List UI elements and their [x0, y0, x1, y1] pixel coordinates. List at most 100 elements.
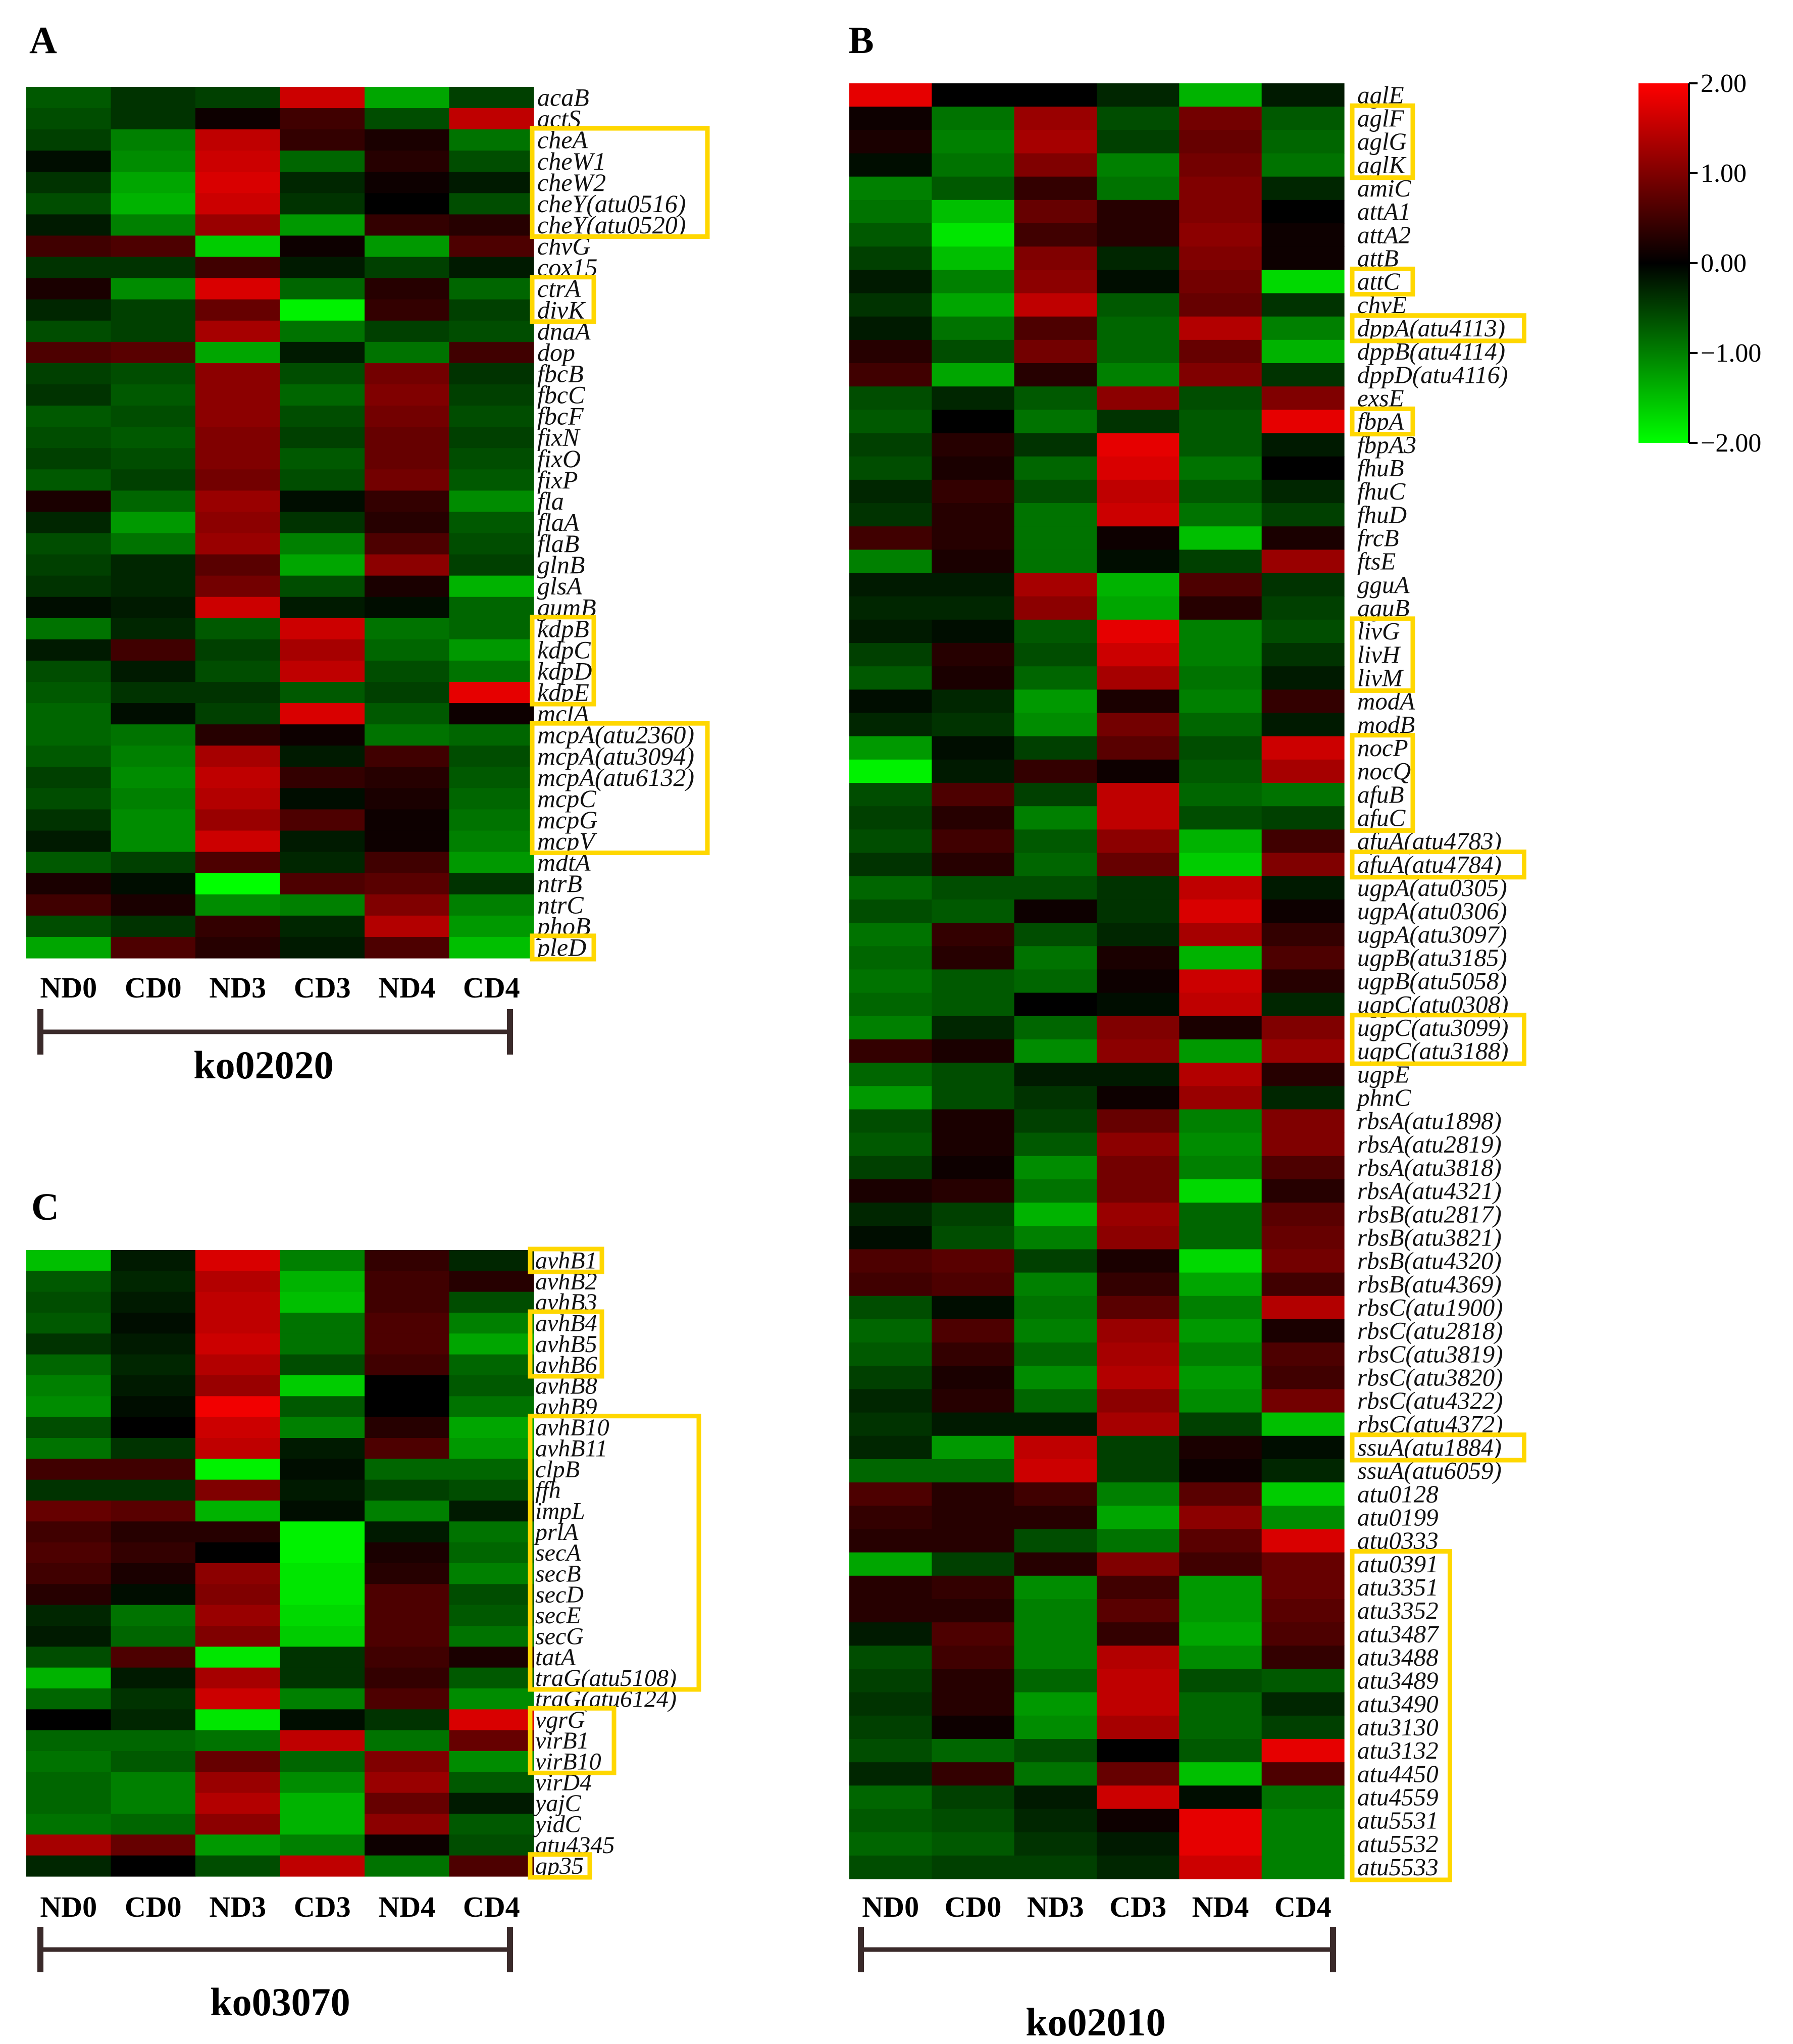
heatmap-cell-secd-nd0: [26, 1584, 112, 1606]
heatmap-cell-mcpg-cd0: [111, 809, 196, 831]
heatmap-cell-chew1-nd4: [365, 151, 450, 172]
heatmap-cell-atu5532-cd0: [932, 1832, 1015, 1856]
heatmap-cell-atu5531-cd0: [932, 1809, 1015, 1833]
heatmap-cell-mcpc-nd0: [26, 788, 112, 810]
heatmap-cell-ggub-nd4: [1179, 596, 1262, 620]
heatmap-cell-rbsa-atu3818-nd0: [849, 1156, 932, 1180]
heatmap-cell-divk-nd0: [26, 299, 112, 321]
heatmap-cell-vgrg-cd4: [449, 1709, 534, 1731]
heatmap-cell-pled-nd4: [365, 936, 450, 959]
heatmap-cell-avhb4-nd3: [195, 1313, 281, 1334]
heatmap-cell-ugpa-atu0305-nd3: [1014, 876, 1097, 900]
heatmap-cell-glsa-nd0: [26, 575, 112, 597]
heatmap-cell-atu3132-nd0: [849, 1738, 932, 1763]
heatmap-cell-atu5533-cd0: [932, 1855, 1015, 1879]
heatmap-cell-ugpc-atu3188-cd3: [1097, 1039, 1180, 1063]
heatmap-cell-virb10-nd3: [195, 1751, 281, 1772]
gene-label-chey-atu0520: cheY(atu0520): [537, 211, 686, 239]
heatmap-cell-rbsc-atu3820-cd0: [932, 1366, 1015, 1390]
highlight-box: [1350, 850, 1526, 880]
highlight-box: [1350, 313, 1526, 343]
heatmap-cell-mcpa-atu3094-cd4: [449, 745, 534, 767]
heatmap-cell-chew2-cd4: [449, 172, 534, 193]
gene-label-rbsa-atu3818: rbsA(atu3818): [1357, 1154, 1502, 1181]
heatmap-cell-glsa-cd4: [449, 575, 534, 597]
heatmap-cell-livg-nd0: [849, 619, 932, 643]
heatmap-cell-rbsc-atu3819-nd4: [1179, 1342, 1262, 1366]
heatmap-cell-flab-cd0: [111, 533, 196, 555]
heatmap-cell-rbsc-atu1900-cd4: [1261, 1295, 1345, 1320]
heatmap-cell-kdpc-nd4: [365, 639, 450, 661]
heatmap-cell-atu3132-cd4: [1261, 1738, 1345, 1763]
heatmap-cell-mcpv-cd4: [449, 830, 534, 853]
colorbar-tick-label: −2.00: [1701, 429, 1761, 458]
heatmap-cell-rbsa-atu2819-nd3: [1014, 1132, 1097, 1157]
heatmap-cell-ntrc-nd4: [365, 894, 450, 916]
heatmap-cell-rbsb-atu4320-cd4: [1261, 1249, 1345, 1273]
heatmap-cell-chey-atu0520-nd0: [26, 214, 112, 236]
heatmap-cell-exse-cd3: [1097, 386, 1180, 410]
gene-label-fixp: fixP: [537, 466, 578, 494]
gene-label-yidc: yidC: [533, 1811, 582, 1838]
colorbar-tick-label: 1.00: [1701, 159, 1747, 188]
gene-label-prla: prlA: [534, 1519, 579, 1546]
gene-label-fbcb: fbcB: [537, 360, 584, 388]
heatmap-cell-glsa-nd3: [195, 575, 281, 597]
heatmap-cell-afuc-nd3: [1014, 806, 1097, 830]
heatmap-cell-mcpv-nd3: [195, 830, 281, 853]
heatmap-cell-fhub-nd4: [1179, 456, 1262, 480]
heatmap-cell-kdpb-nd4: [365, 618, 450, 640]
heatmap-cell-rbsc-atu4322-cd0: [932, 1389, 1015, 1413]
heatmap-cell-rbsc-atu3820-cd4: [1261, 1366, 1345, 1390]
heatmap-cell-atu3488-cd0: [932, 1646, 1015, 1670]
gene-label-nocq: nocQ: [1357, 757, 1411, 785]
heatmap-cell-phob-cd0: [111, 915, 196, 937]
heatmap-cell-afub-cd4: [1261, 783, 1345, 807]
heatmap-cell-modb-cd3: [1097, 713, 1180, 737]
heatmap-cell-atta1-cd4: [1261, 200, 1345, 224]
heatmap-cell-tata-nd3: [195, 1647, 281, 1668]
heatmap-cell-avhb2-cd3: [280, 1271, 365, 1292]
heatmap-cell-chew2-cd3: [280, 172, 365, 193]
heatmap-cell-dnaa-cd0: [111, 320, 196, 342]
gene-label-ftse: ftsE: [1357, 547, 1396, 575]
heatmap-cell-yajc-cd4: [449, 1792, 534, 1814]
gene-label-atta1: attA1: [1357, 197, 1411, 225]
heatmap-cell-prla-nd4: [365, 1521, 450, 1543]
heatmap-cell-kdpc-nd3: [195, 639, 281, 661]
heatmap-cell-mcpg-nd3: [195, 809, 281, 831]
heatmap-cell-chew1-nd0: [26, 151, 112, 172]
gene-label-ugpb-atu3185: ugpB(atu3185): [1357, 944, 1507, 972]
heatmap-cell-livh-nd0: [849, 643, 932, 667]
heatmap-cell-atu3351-cd0: [932, 1575, 1015, 1600]
heatmap-cell-rbsb-atu3821-cd0: [932, 1226, 1015, 1250]
heatmap-cell-atta1-nd0: [849, 200, 932, 224]
heatmap-cell-agle-nd3: [1014, 83, 1097, 107]
heatmap-cell-modb-nd0: [849, 713, 932, 737]
column-label-nd0: ND0: [40, 971, 97, 1004]
heatmap-cell-virb1-nd0: [26, 1730, 112, 1752]
heatmap-cell-pled-cd0: [111, 936, 196, 959]
heatmap-cell-rbsc-atu4322-nd3: [1014, 1389, 1097, 1413]
heatmap-cell-ugpc-atu3099-nd0: [849, 1016, 932, 1040]
heatmap-cell-ugpc-atu3188-nd4: [1179, 1039, 1262, 1063]
heatmap-cell-acab-nd3: [195, 87, 281, 109]
heatmap-cell-fbpa3-cd0: [932, 433, 1015, 457]
heatmap-cell-amic-nd4: [1179, 176, 1262, 201]
heatmap-cell-fhud-cd0: [932, 503, 1015, 527]
gene-label-rbsc-atu3820: rbsC(atu3820): [1357, 1364, 1503, 1391]
heatmap-cell-aglg-cd3: [1097, 130, 1180, 154]
gene-label-chey-atu0516: cheY(atu0516): [537, 189, 686, 218]
heatmap-cell-impl-cd3: [280, 1501, 365, 1522]
heatmap-cell-moda-cd3: [1097, 689, 1180, 714]
heatmap-cell-atu4450-nd4: [1179, 1762, 1262, 1786]
heatmap-cell-afub-cd0: [932, 783, 1015, 807]
heatmap-cell-rbsa-atu3818-cd3: [1097, 1156, 1180, 1180]
heatmap-cell-ssua-atu6059-nd0: [849, 1459, 932, 1483]
heatmap-cell-mcpg-cd4: [449, 809, 534, 831]
heatmap-cell-mdta-nd0: [26, 852, 112, 874]
heatmap-cell-atu3489-nd3: [1014, 1669, 1097, 1693]
heatmap-cell-kdpb-nd3: [195, 618, 281, 640]
heatmap-cell-mdta-cd0: [111, 852, 196, 874]
